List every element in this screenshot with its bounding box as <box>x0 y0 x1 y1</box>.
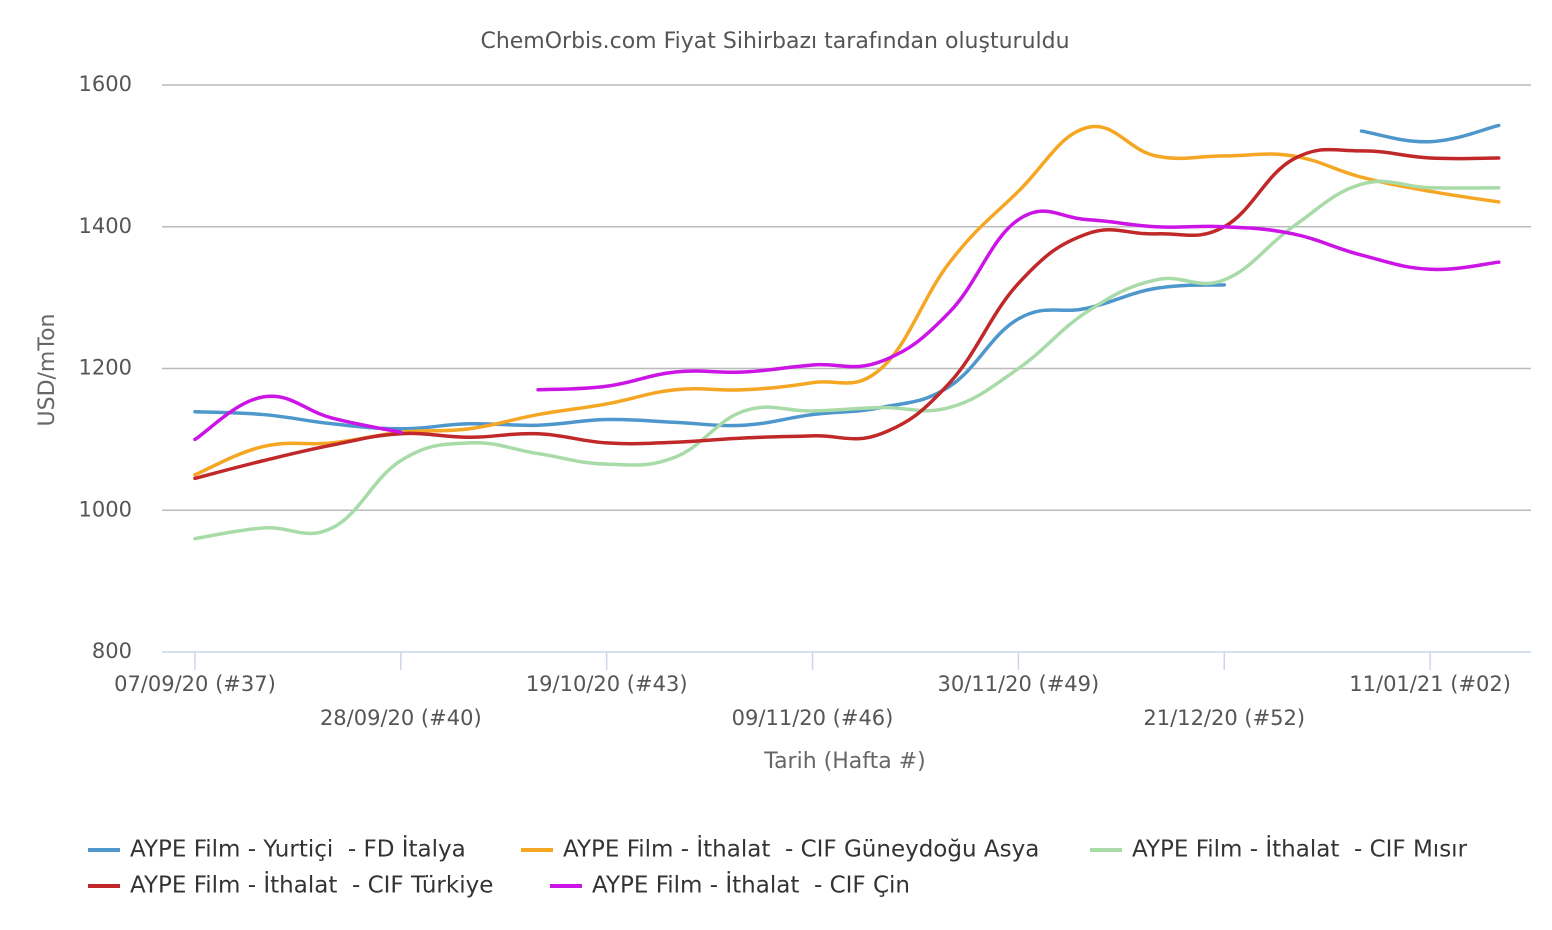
x-tick-label: 28/09/20 (#40) <box>320 706 482 730</box>
x-axis-label: Tarih (Hafta #) <box>763 749 925 774</box>
x-tick-label: 07/09/20 (#37) <box>114 672 276 696</box>
series-line <box>193 209 1501 442</box>
series-line <box>193 147 1501 481</box>
y-tick-label: 800 <box>92 639 132 663</box>
x-tick-label: 30/11/20 (#49) <box>938 672 1100 696</box>
legend-label: AYPE Film - İthalat - CIF Türkiye <box>130 871 493 899</box>
legend-label: AYPE Film - İthalat - CIF Mısır <box>1132 835 1468 863</box>
y-tick-label: 1200 <box>79 356 132 380</box>
y-axis-label: USD/mTon <box>35 314 60 427</box>
x-tick-label: 19/10/20 (#43) <box>526 672 688 696</box>
legend-label: AYPE Film - Yurtiçi - FD İtalya <box>130 835 466 863</box>
x-tick-label: 21/12/20 (#52) <box>1143 706 1305 730</box>
x-tick-label: 09/11/20 (#46) <box>732 706 894 730</box>
chart-title: ChemOrbis.com Fiyat Sihirbazı tarafından… <box>480 29 1069 54</box>
legend-label: AYPE Film - İthalat - CIF Çin <box>592 871 910 899</box>
legend-label: AYPE Film - İthalat - CIF Güneydoğu Asya <box>563 835 1039 863</box>
series-line <box>193 124 1501 477</box>
y-tick-label: 1400 <box>79 214 132 238</box>
y-tick-label: 1000 <box>79 497 132 521</box>
y-tick-label: 1600 <box>79 72 132 96</box>
x-tick-label: 11/01/21 (#02) <box>1349 672 1511 696</box>
